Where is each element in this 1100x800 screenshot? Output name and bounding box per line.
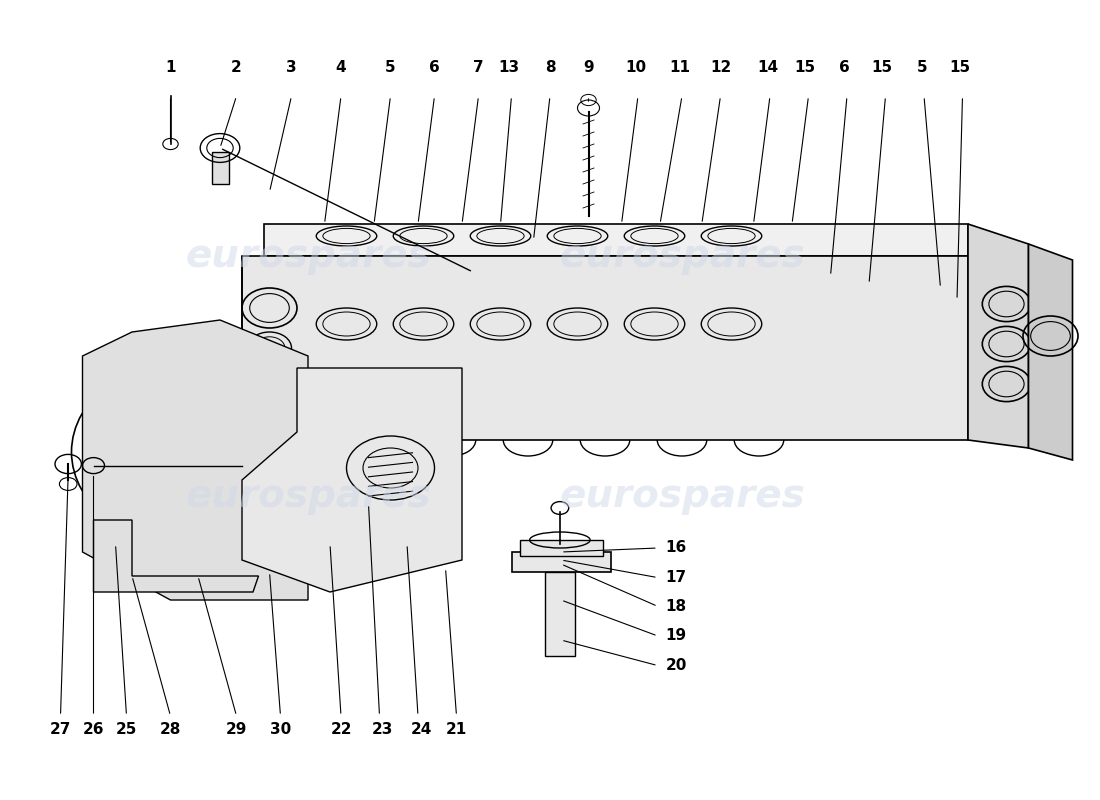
Text: 22: 22 [330, 722, 352, 737]
Text: 8: 8 [544, 61, 556, 75]
Text: 6: 6 [839, 61, 850, 75]
Text: eurospares: eurospares [185, 237, 431, 275]
Text: 27: 27 [50, 722, 72, 737]
Polygon shape [1028, 244, 1072, 460]
Text: 5: 5 [385, 61, 396, 75]
Text: 16: 16 [666, 541, 686, 555]
Text: 10: 10 [625, 61, 647, 75]
Text: 6: 6 [429, 61, 440, 75]
Text: 23: 23 [372, 722, 394, 737]
Text: 26: 26 [82, 722, 104, 737]
Text: 5: 5 [916, 61, 927, 75]
Polygon shape [94, 520, 258, 592]
Text: 29: 29 [226, 722, 248, 737]
Text: 2: 2 [231, 61, 242, 75]
Text: 30: 30 [270, 722, 292, 737]
Text: 20: 20 [666, 658, 686, 673]
Text: 9: 9 [583, 61, 594, 75]
Polygon shape [264, 224, 968, 256]
Bar [520, 540, 603, 556]
Text: eurospares: eurospares [559, 237, 805, 275]
Bar [544, 572, 575, 656]
Text: 11: 11 [669, 61, 691, 75]
Text: 15: 15 [871, 61, 893, 75]
Text: 4: 4 [336, 61, 346, 75]
Text: 24: 24 [410, 722, 432, 737]
Polygon shape [968, 224, 1028, 448]
Text: 12: 12 [710, 61, 732, 75]
Polygon shape [82, 320, 308, 600]
Text: 7: 7 [473, 61, 484, 75]
Text: 13: 13 [498, 61, 520, 75]
Text: 21: 21 [446, 722, 468, 737]
Text: 15: 15 [794, 61, 816, 75]
Bar [512, 552, 610, 572]
Text: eurospares: eurospares [559, 477, 805, 515]
Bar [212, 152, 229, 184]
Polygon shape [242, 256, 968, 440]
Text: 3: 3 [286, 61, 297, 75]
Text: 14: 14 [757, 61, 779, 75]
Text: 28: 28 [160, 722, 182, 737]
Text: 17: 17 [666, 570, 686, 585]
Text: 19: 19 [666, 629, 686, 643]
Text: 25: 25 [116, 722, 138, 737]
Text: 15: 15 [949, 61, 971, 75]
Text: 1: 1 [165, 61, 176, 75]
Text: eurospares: eurospares [185, 477, 431, 515]
Polygon shape [242, 368, 462, 592]
Text: 18: 18 [666, 599, 686, 614]
